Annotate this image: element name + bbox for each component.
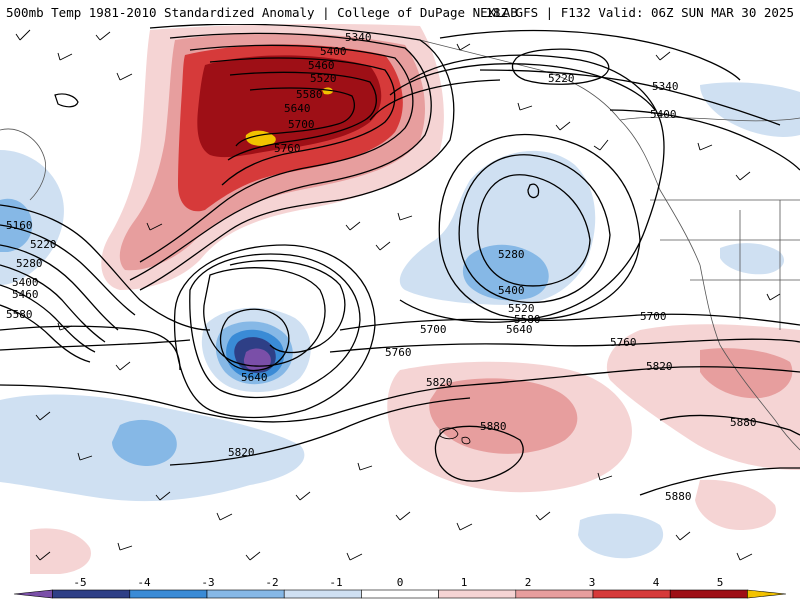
contour-label: 5220: [30, 238, 57, 251]
colorbar-swatch: [747, 589, 787, 599]
colorbar-tick-label: -4: [137, 576, 151, 589]
contour-label: 5820: [426, 376, 453, 389]
colorbar-tick-label: 4: [653, 576, 660, 589]
colorbar-swatch: [129, 589, 208, 599]
contour-label: 5520: [310, 72, 337, 85]
neg1-area-southeast: [578, 513, 664, 559]
contour-label: 5760: [274, 142, 301, 155]
wind-barbs: [15, 29, 781, 561]
neg1-area-northcoast: [720, 243, 785, 275]
contour-label: 5520: [508, 302, 535, 315]
colorbar-tick-label: 2: [525, 576, 532, 589]
contour-label: 5640: [241, 371, 268, 384]
colorbar-swatch: [283, 589, 362, 599]
contour-label: 5700: [420, 323, 447, 336]
contour-label: 5400: [498, 284, 525, 297]
contour-label: 5580: [514, 313, 541, 326]
model-run-title: 18Z GFS | F132 Valid: 06Z SUN MAR 30 202…: [485, 5, 794, 20]
contour-label: 5280: [498, 248, 525, 261]
pos1-area-sw: [30, 528, 91, 574]
colorbar-swatches: [13, 589, 787, 599]
contour-label: 5820: [228, 446, 255, 459]
colorbar-swatch: [52, 589, 131, 599]
contour-label: 5880: [665, 490, 692, 503]
contour-label: 5460: [12, 288, 39, 301]
contour-label: 5460: [308, 59, 335, 72]
pos1-area-southeast: [695, 479, 776, 530]
contour-label: 5220: [548, 72, 575, 85]
height-labels: 5340 5400 5460 5520 5580 5640 5700 5760 …: [6, 31, 757, 503]
contour-label: 5880: [480, 420, 507, 433]
contour-label: 5760: [610, 336, 637, 349]
colorbar-swatch: [361, 589, 439, 599]
neg2-area-west: [0, 198, 33, 252]
pos2-area-central: [429, 378, 578, 454]
contour-label: 5400: [320, 45, 347, 58]
weather-map: 5340 5400 5460 5520 5580 5640 5700 5760 …: [0, 24, 800, 576]
colorbar-tick-label: 3: [589, 576, 596, 589]
contour-label: 5640: [506, 323, 533, 336]
colorbar-swatch: [206, 589, 285, 599]
height-contours: [0, 24, 800, 496]
contour-label: 5400: [12, 276, 39, 289]
colorbar-swatch: [515, 589, 594, 599]
contour-label: 5640: [284, 102, 311, 115]
coastlines: [0, 39, 800, 451]
colorbar-ticks: -5 -4 -3 -2 -1 0 1 2 3 4 5: [73, 576, 723, 589]
contour-label: 5340: [652, 80, 679, 93]
map-title: 500mb Temp 1981-2010 Standardized Anomal…: [6, 5, 518, 20]
pos2-area-east: [700, 348, 793, 399]
contour-label: 5700: [288, 118, 315, 131]
colorbar-tick-label: 1: [461, 576, 468, 589]
colorbar-tick-label: 5: [717, 576, 724, 589]
anomaly-colorbar: -5 -4 -3 -2 -1 0 1 2 3 4 5: [0, 576, 800, 600]
neg2-area-south: [112, 419, 177, 466]
contour-label: 5160: [6, 219, 33, 232]
contour-label: 5400: [650, 108, 677, 121]
contour-label: 5580: [6, 308, 33, 321]
contour-label: 5580: [296, 88, 323, 101]
colorbar-swatch: [13, 589, 53, 599]
neg1-area-northeast: [700, 82, 800, 137]
colorbar-swatch: [669, 589, 748, 599]
colorbar-tick-label: -3: [201, 576, 214, 589]
contour-label: 5700: [640, 310, 667, 323]
contour-label: 5820: [646, 360, 673, 373]
contour-label: 5280: [16, 257, 43, 270]
colorbar-swatch: [592, 589, 671, 599]
colorbar-tick-label: -5: [73, 576, 86, 589]
colorbar-tick-label: -1: [329, 576, 342, 589]
contour-label: 5760: [385, 346, 412, 359]
colorbar-tick-label: -2: [265, 576, 278, 589]
neg1-area-west: [0, 150, 64, 285]
map-header: 500mb Temp 1981-2010 Standardized Anomal…: [0, 0, 800, 24]
contour-label: 5340: [345, 31, 372, 44]
contour-label: 5880: [730, 416, 757, 429]
colorbar-tick-label: 0: [397, 576, 404, 589]
colorbar-swatch: [438, 589, 517, 599]
